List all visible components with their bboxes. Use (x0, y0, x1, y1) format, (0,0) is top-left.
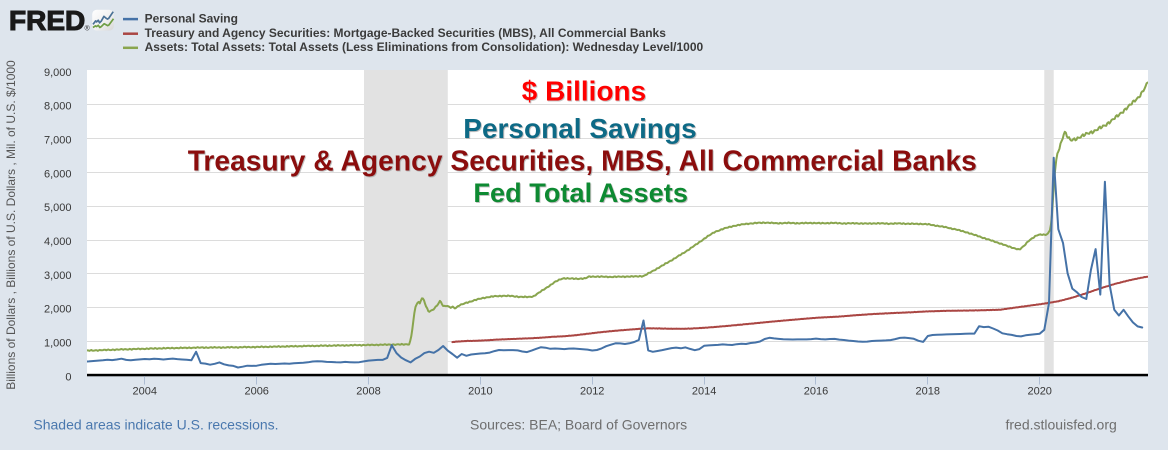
svg-text:2004: 2004 (133, 385, 157, 397)
svg-text:Shaded areas indicate U.S. rec: Shaded areas indicate U.S. recessions. (33, 417, 278, 433)
svg-text:Sources: BEA; Board of Governo: Sources: BEA; Board of Governors (470, 417, 687, 433)
svg-text:1,000: 1,000 (44, 338, 72, 350)
svg-text:4,000: 4,000 (44, 236, 72, 248)
svg-text:3,000: 3,000 (44, 270, 72, 282)
svg-text:8,000: 8,000 (44, 101, 72, 113)
svg-text:2018: 2018 (916, 385, 940, 397)
svg-text:0: 0 (65, 371, 71, 383)
svg-text:FRED: FRED (9, 5, 85, 36)
svg-text:fred.stlouisfed.org: fred.stlouisfed.org (1006, 417, 1117, 433)
svg-text:2020: 2020 (1027, 385, 1051, 397)
svg-text:2,000: 2,000 (44, 304, 72, 316)
svg-text:$ Billions: $ Billions (522, 75, 646, 106)
svg-text:2016: 2016 (804, 385, 828, 397)
svg-text:Treasury & Agency Securities,: Treasury & Agency Securities, MBS, All C… (188, 145, 977, 177)
svg-text:Billions of Dollars , Billions: Billions of Dollars , Billions of U.S. D… (4, 60, 18, 390)
svg-text:2012: 2012 (580, 385, 604, 397)
svg-text:®: ® (85, 25, 91, 33)
svg-text:9,000: 9,000 (44, 67, 72, 79)
svg-text:Treasury and Agency Securities: Treasury and Agency Securities: Mortgage… (145, 26, 667, 40)
svg-text:Assets: Total Assets: Total As: Assets: Total Assets: Total Assets (Less… (145, 40, 704, 54)
svg-text:2008: 2008 (356, 385, 380, 397)
svg-text:Personal Savings: Personal Savings (463, 113, 696, 144)
svg-text:5,000: 5,000 (44, 202, 72, 214)
svg-text:2010: 2010 (468, 385, 492, 397)
svg-text:2014: 2014 (692, 385, 716, 397)
svg-text:6,000: 6,000 (44, 168, 72, 180)
svg-text:2006: 2006 (244, 385, 268, 397)
svg-text:7,000: 7,000 (44, 135, 72, 147)
svg-text:Fed Total Assets: Fed Total Assets (473, 177, 688, 208)
svg-text:Personal Saving: Personal Saving (145, 12, 238, 26)
